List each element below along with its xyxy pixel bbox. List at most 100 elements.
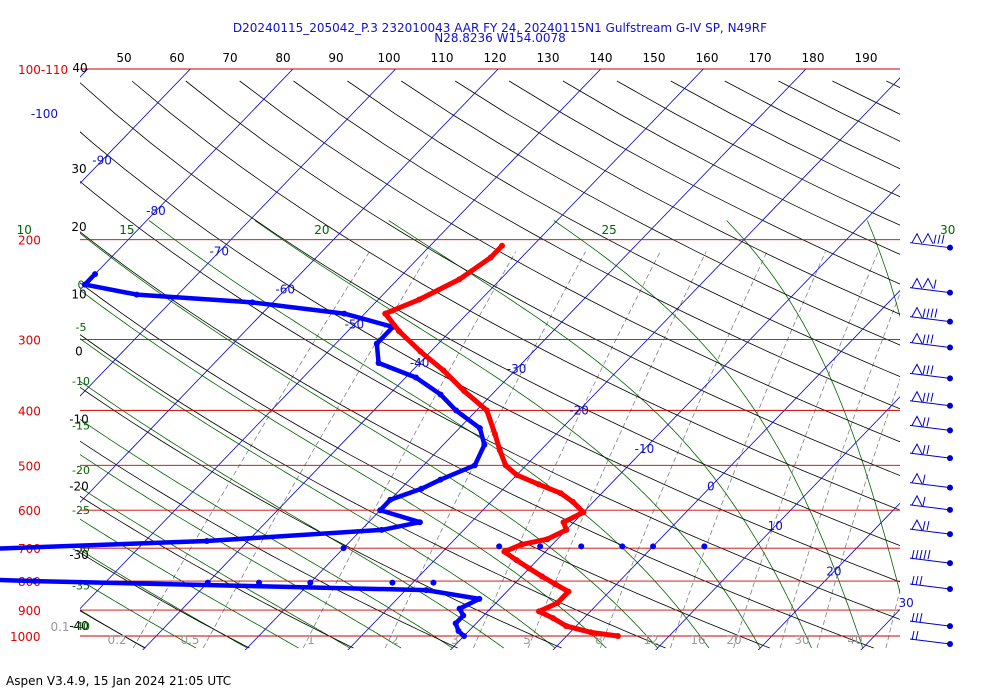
dry-adiabat	[80, 82, 900, 547]
dewpoint-profile-point	[471, 462, 478, 469]
isotherm-line	[80, 69, 89, 78]
temperature-profile-point	[487, 254, 494, 261]
mixing-ratio-label: 2	[391, 633, 399, 647]
dry-adiabat	[80, 180, 900, 620]
wind-barb-tick	[933, 279, 937, 289]
wind-barb-staff	[909, 528, 951, 535]
wind-barb-tick	[926, 334, 930, 344]
temperature-profile-point	[560, 519, 567, 526]
dewpoint-profile-point	[437, 476, 444, 483]
temperature-profile-point	[535, 481, 542, 488]
wind-barb-station	[947, 641, 953, 647]
dewpoint-profile-point	[423, 587, 430, 594]
dry-adiabat	[508, 80, 900, 285]
moist-adiabat	[80, 418, 453, 649]
wind-barb-flag	[911, 390, 923, 402]
wind-barb-staff	[909, 400, 951, 407]
isotherm-line	[860, 608, 900, 650]
wind-barb-staff	[909, 482, 951, 489]
dewpoint-scatter-point	[307, 579, 314, 586]
wind-barb-staff	[909, 342, 951, 349]
dewpoint-scatter-point	[496, 543, 503, 550]
dewpoint-profile-point	[375, 359, 382, 366]
wind-barb-tick	[922, 392, 926, 402]
dry-adiabat	[80, 552, 250, 649]
temperature-profile-point	[569, 498, 576, 505]
dewpoint-scatter-point	[430, 579, 437, 586]
wind-barb	[909, 575, 953, 593]
wind-barb-station	[947, 623, 953, 630]
dewpoint-profile-point	[412, 374, 419, 381]
top-tick-label: 60	[169, 51, 184, 65]
wind-barb-tick	[922, 474, 926, 484]
moist-adiabat	[80, 338, 556, 649]
dry-adiabat	[80, 495, 354, 649]
wind-barb-tick	[915, 613, 919, 623]
moist-adiabat-label: -5	[76, 321, 87, 334]
wind-barb-tick	[926, 308, 930, 318]
temperature-profile-point	[382, 310, 389, 317]
mixing-ratio-label: 40	[847, 633, 862, 647]
isotherm-label: -90	[92, 153, 112, 167]
dewpoint-profile-point	[461, 633, 467, 639]
wind-barb	[909, 613, 953, 630]
dewpoint-profile-point	[92, 271, 99, 278]
temperature-profile-point	[513, 557, 520, 564]
wind-barb-tick	[933, 234, 937, 244]
wind-barb	[909, 306, 953, 325]
dry-adiabat	[886, 80, 900, 88]
moist-top-label: 15	[119, 223, 134, 237]
dry-adiabat	[562, 80, 900, 255]
wind-barb-staff	[909, 424, 951, 431]
mixing-ratio-line	[733, 251, 879, 649]
dry-adiabat	[80, 131, 900, 583]
isotherm-line	[80, 69, 191, 184]
temperature-profile-point	[536, 608, 543, 615]
moist-adiabat	[80, 232, 658, 649]
wind-barb	[909, 443, 953, 462]
moist-top-label: 10	[17, 223, 32, 237]
top-tick-label: 190	[855, 51, 878, 65]
moist-adiabat	[80, 454, 402, 649]
pressure-label: 1000	[10, 630, 41, 644]
wind-barb-staff	[909, 242, 951, 249]
dewpoint-profile-point	[452, 620, 459, 627]
isotherm-line	[954, 56, 1000, 659]
top-left-label: 40	[72, 61, 87, 75]
isotherm-line	[552, 289, 900, 650]
temperature-profile-point	[550, 615, 557, 622]
temperature-profile-point	[440, 367, 447, 374]
dry-adiabat	[724, 80, 900, 170]
dry-adiabat	[185, 80, 900, 476]
wind-barb-station	[947, 375, 953, 382]
top-tick-label: 180	[802, 51, 825, 65]
top-tick-label: 130	[537, 51, 560, 65]
wind-barb-station	[947, 484, 953, 491]
wind-barb-tick	[922, 444, 926, 455]
dewpoint-profile-point	[456, 605, 463, 612]
wind-barb-flag	[911, 472, 923, 484]
moist-adiabat-label: -20	[72, 464, 90, 477]
wind-barb-tick	[927, 549, 931, 560]
temperature-profile-point	[496, 447, 503, 454]
wind-barb	[909, 472, 953, 491]
dewpoint-profile-point	[378, 526, 385, 533]
dewpoint-profile-point	[341, 310, 348, 317]
dry-adiabat	[778, 80, 900, 142]
dry-adiabat-label: 30	[71, 162, 86, 176]
isotherm-line	[347, 77, 900, 650]
wind-barb-tick	[915, 630, 919, 641]
dry-adiabat	[239, 80, 900, 443]
mixing-ratio-label: 0.2	[107, 633, 126, 647]
wind-barb-staff	[909, 557, 951, 564]
chart-subtitle: N28.8236 W154.0078	[434, 31, 566, 45]
dry-adiabat	[80, 386, 562, 649]
chart-title: D20240115_205042_P.3 232010043 AAR FY 24…	[232, 21, 768, 35]
temperature-profile-point	[544, 536, 551, 543]
wind-barb-station	[947, 402, 953, 409]
isotherm-label: -70	[209, 245, 229, 259]
dewpoint-scatter-point	[619, 543, 626, 550]
pressure-label: 400	[18, 404, 41, 418]
wind-barb	[909, 494, 953, 513]
